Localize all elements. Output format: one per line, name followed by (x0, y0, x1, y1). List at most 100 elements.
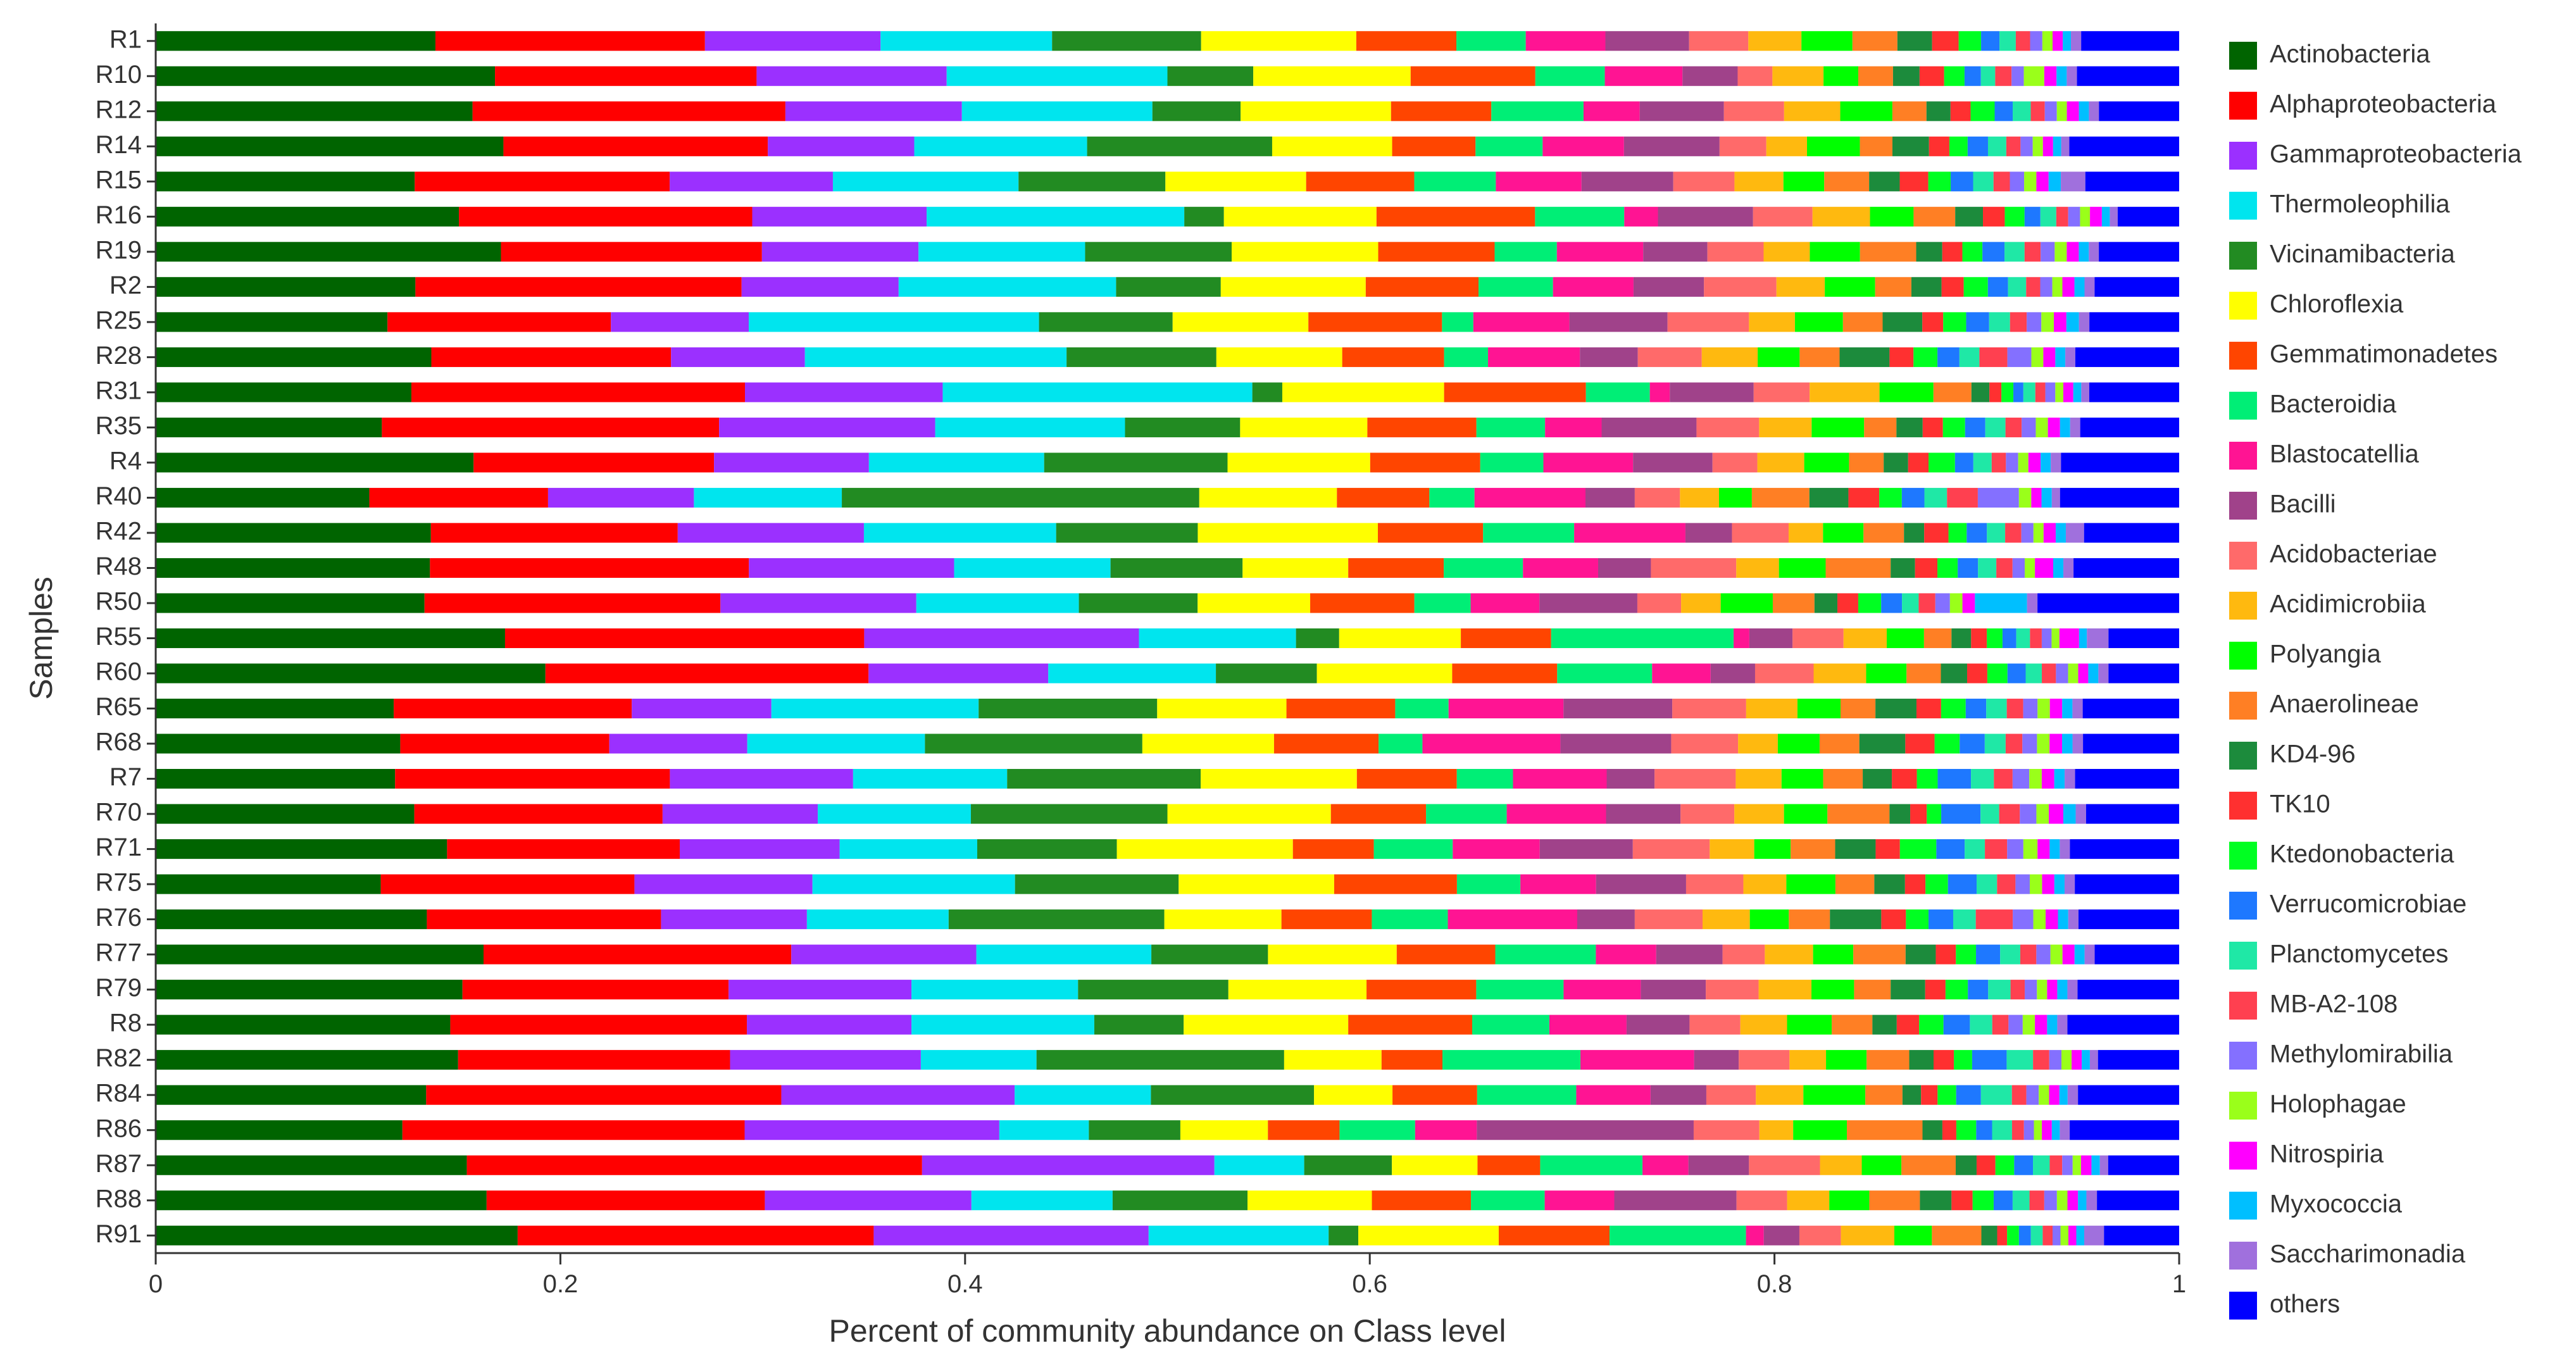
bar-segment (1738, 733, 1778, 754)
bar-segment (2032, 136, 2043, 156)
bar-segment (2048, 172, 2061, 192)
bar-segment (1811, 417, 1865, 437)
bar-segment (1937, 769, 1972, 789)
bar-segment (1272, 136, 1392, 156)
bar-segment (1736, 558, 1779, 578)
bar-segment (1415, 1120, 1477, 1140)
bar-segment (2027, 593, 2038, 613)
bar-segment (156, 1050, 458, 1070)
bar-segment (1470, 593, 1540, 613)
bar-segment (2098, 663, 2109, 684)
bar-segment (1869, 172, 1900, 192)
legend-label: others (2270, 1290, 2340, 1318)
bar-segment (1866, 1050, 1910, 1070)
legend-swatch (2229, 492, 2257, 520)
bar-segment (1837, 593, 1858, 613)
bar-segment (2060, 1225, 2068, 1245)
bar-segment (1654, 769, 1736, 789)
bar-segment (2108, 1155, 2179, 1175)
bar-segment (1642, 1155, 1689, 1175)
bar-segment (911, 1014, 1094, 1035)
legend-item: Methylomirabilia (2229, 1040, 2453, 1070)
bar-segment (1981, 31, 2000, 51)
bar-segment (791, 944, 977, 964)
bar-segment (1982, 242, 2005, 262)
bar-segment (2078, 663, 2089, 684)
legend-item: Thermoleophilia (2229, 190, 2450, 220)
bar-segment (2055, 523, 2066, 543)
bar-segment (1007, 769, 1201, 789)
bar-segment (1685, 523, 1732, 543)
bar-segment (1597, 558, 1651, 578)
bar-segment (2060, 417, 2070, 437)
bar-segment (1902, 1085, 1922, 1105)
bar-segment (2018, 1225, 2031, 1245)
bar-segment (2059, 628, 2079, 649)
legend-swatch (2229, 292, 2257, 320)
y-tick-label: R87 (96, 1150, 142, 1178)
bar-segment (661, 909, 807, 930)
bar-segment (1495, 944, 1596, 964)
bar-segment (1772, 593, 1815, 613)
bar-segment (1884, 453, 1908, 473)
bar-segment (1551, 628, 1734, 649)
bar-segment (2018, 453, 2029, 473)
bar-segment (1892, 101, 1927, 122)
bar-segment (1184, 206, 1224, 227)
bar-segment (1477, 1155, 1541, 1175)
bar-segment (427, 909, 661, 930)
legend-swatch (2229, 792, 2257, 820)
bar-segment (1813, 944, 1854, 964)
bar-segment (2035, 1014, 2048, 1035)
y-tick-label: R68 (96, 728, 142, 756)
bar-segment (426, 1085, 782, 1105)
bar-segment (1746, 698, 1798, 719)
bar-segment (2081, 31, 2179, 51)
bar-segment (1488, 347, 1580, 367)
bar-segment (1980, 804, 1999, 824)
bar-segment (156, 312, 388, 332)
bar-segment (2023, 66, 2044, 86)
bar-segment (415, 172, 670, 192)
bar-segment (1282, 382, 1444, 403)
bar-segment (1557, 663, 1653, 684)
bar-segment (1941, 698, 1966, 719)
bar-segment (2062, 944, 2075, 964)
bar-segment (1545, 417, 1602, 437)
bar-segment (730, 1050, 921, 1070)
bar-segment (2011, 66, 2024, 86)
bar-segment (2041, 628, 2052, 649)
bar-segment (1935, 944, 1956, 964)
bar-segment (2070, 839, 2179, 859)
bar-segment (1378, 242, 1495, 262)
bar-segment (1916, 242, 1942, 262)
bar-segment (1036, 1050, 1284, 1070)
bar-segment (2037, 698, 2050, 719)
bar-segment (1777, 733, 1820, 754)
bar-segment (1765, 944, 1813, 964)
bar-segment (2043, 523, 2056, 543)
bar-segment (2089, 1050, 2098, 1070)
bar-segment (2056, 1190, 2068, 1211)
bar-segment (1710, 663, 1755, 684)
bar-segment (1794, 312, 1843, 332)
bar-segment (1999, 804, 2020, 824)
bar-segment (1694, 1050, 1739, 1070)
bar-segment (2072, 1155, 2081, 1175)
bar-segment (2053, 558, 2064, 578)
bar-segment (1807, 136, 1860, 156)
bar-segment (1935, 593, 1950, 613)
bar-segment (156, 593, 425, 613)
bar-segment (1148, 1225, 1329, 1245)
legend-item: Vicinamibacteria (2229, 240, 2455, 270)
bar-segment (1308, 312, 1442, 332)
bar-segment (2054, 242, 2067, 262)
bar-segment (156, 944, 484, 964)
bar-segment (2041, 312, 2054, 332)
bar-segment (694, 487, 842, 508)
bar-segment (1539, 839, 1633, 859)
bar-segment (2013, 101, 2031, 122)
bar-segment (1869, 1190, 1920, 1211)
bar-segment (2007, 839, 2023, 859)
